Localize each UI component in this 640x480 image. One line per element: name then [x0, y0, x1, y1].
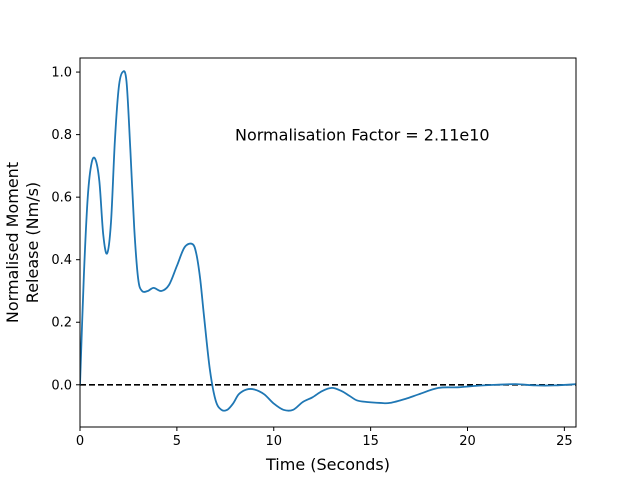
- normalisation-factor-annotation: Normalisation Factor = 2.11e10: [235, 126, 490, 145]
- x-axis-label: Time (Seconds): [265, 455, 390, 474]
- y-axis-label-line-1: Normalised Moment: [3, 162, 22, 323]
- y-axis-label-line-2: Release (Nm/s): [23, 182, 42, 303]
- y-tick-label: 1.0: [51, 66, 72, 81]
- x-tick-label: 0: [76, 434, 84, 449]
- series-line-0: [80, 70, 576, 412]
- y-tick-label: 0.6: [51, 191, 72, 206]
- y-axis-label: Normalised Moment Release (Nm/s): [3, 162, 42, 323]
- y-tick-label: 0.0: [51, 378, 72, 393]
- y-tick-label: 0.2: [51, 316, 72, 331]
- x-tick-label: 15: [362, 434, 379, 449]
- y-tick-label: 0.8: [51, 128, 72, 143]
- x-tick-label: 25: [556, 434, 573, 449]
- x-tick-label: 5: [173, 434, 181, 449]
- axes-frame: [79, 57, 577, 428]
- x-tick-label: 10: [265, 434, 282, 449]
- y-tick-label: 0.4: [51, 253, 72, 268]
- x-tick-label: 20: [459, 434, 476, 449]
